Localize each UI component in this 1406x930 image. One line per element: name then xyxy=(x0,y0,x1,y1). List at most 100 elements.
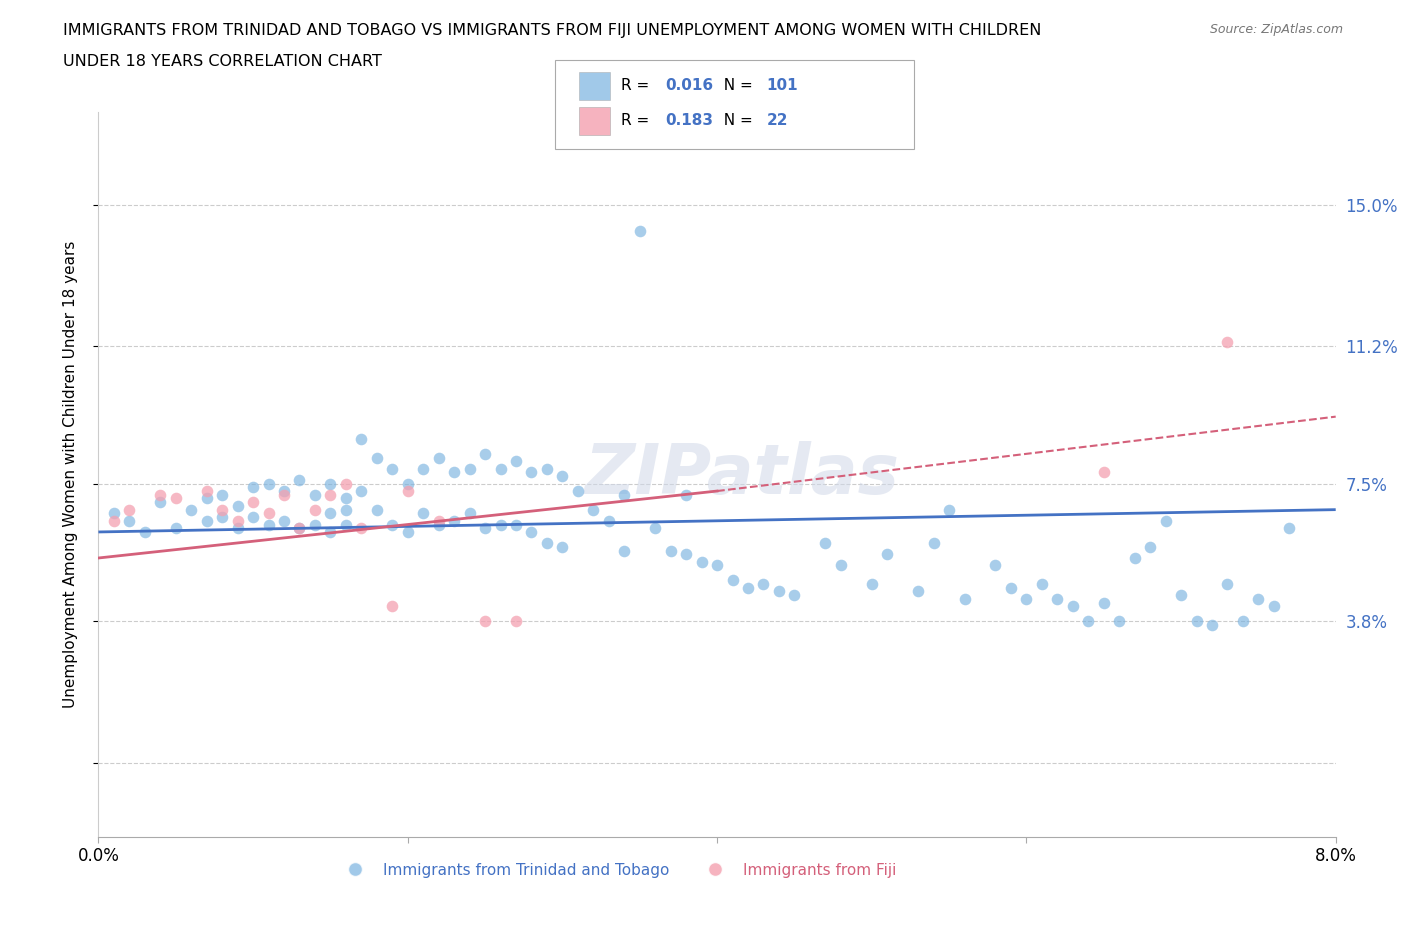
Point xyxy=(350,521,373,536)
Point xyxy=(907,584,929,599)
Text: 0.183: 0.183 xyxy=(665,113,713,128)
Point xyxy=(567,484,589,498)
Point xyxy=(520,465,543,480)
Point xyxy=(366,502,388,517)
Point xyxy=(938,502,960,517)
Point xyxy=(195,491,218,506)
Point xyxy=(412,461,434,476)
Point xyxy=(396,525,419,539)
Point xyxy=(598,513,620,528)
Point xyxy=(505,614,527,629)
Text: Source: ZipAtlas.com: Source: ZipAtlas.com xyxy=(1209,23,1343,36)
Point xyxy=(613,487,636,502)
Point xyxy=(149,495,172,510)
Point xyxy=(381,599,404,614)
Point xyxy=(1108,614,1130,629)
Point xyxy=(953,591,976,606)
Text: N =: N = xyxy=(714,78,758,93)
Point xyxy=(381,461,404,476)
Point xyxy=(273,487,295,502)
Point xyxy=(659,543,682,558)
Point xyxy=(443,513,465,528)
Text: N =: N = xyxy=(714,113,758,128)
Point xyxy=(536,461,558,476)
Point xyxy=(1077,614,1099,629)
Point xyxy=(505,454,527,469)
Point xyxy=(675,487,697,502)
Point xyxy=(195,513,218,528)
Point xyxy=(443,465,465,480)
Point xyxy=(582,502,605,517)
Point xyxy=(118,513,141,528)
Point xyxy=(644,521,666,536)
Point xyxy=(520,525,543,539)
Point xyxy=(427,513,450,528)
Point xyxy=(628,223,651,238)
Point xyxy=(335,517,357,532)
Point xyxy=(922,536,945,551)
Legend: Immigrants from Trinidad and Tobago, Immigrants from Fiji: Immigrants from Trinidad and Tobago, Imm… xyxy=(335,857,903,884)
Text: 22: 22 xyxy=(766,113,787,128)
Point xyxy=(536,536,558,551)
Point xyxy=(1139,539,1161,554)
Point xyxy=(814,536,837,551)
Point xyxy=(335,491,357,506)
Point xyxy=(768,584,790,599)
Point xyxy=(211,502,233,517)
Point xyxy=(103,506,125,521)
Point xyxy=(427,450,450,465)
Point xyxy=(690,554,713,569)
Point xyxy=(1092,465,1115,480)
Point xyxy=(288,521,311,536)
Point xyxy=(1015,591,1038,606)
Point xyxy=(134,525,156,539)
Text: R =: R = xyxy=(621,113,655,128)
Point xyxy=(1216,577,1239,591)
Point xyxy=(706,558,728,573)
Point xyxy=(103,513,125,528)
Point xyxy=(1278,521,1301,536)
Point xyxy=(1201,618,1223,632)
Point xyxy=(319,506,342,521)
Point xyxy=(474,446,496,461)
Point xyxy=(830,558,852,573)
Point xyxy=(396,484,419,498)
Point xyxy=(458,506,481,521)
Point xyxy=(1247,591,1270,606)
Point xyxy=(1046,591,1069,606)
Point xyxy=(505,517,527,532)
Point xyxy=(350,484,373,498)
Point xyxy=(1232,614,1254,629)
Point xyxy=(381,517,404,532)
Point xyxy=(350,432,373,446)
Point xyxy=(304,517,326,532)
Point xyxy=(1154,513,1177,528)
Point xyxy=(226,498,249,513)
Point xyxy=(1216,335,1239,350)
Point xyxy=(226,521,249,536)
Text: 0.016: 0.016 xyxy=(665,78,713,93)
Point xyxy=(242,495,264,510)
Point xyxy=(752,577,775,591)
Point xyxy=(1062,599,1084,614)
Point xyxy=(675,547,697,562)
Point xyxy=(721,573,744,588)
Point xyxy=(1031,577,1053,591)
Point xyxy=(366,450,388,465)
Point xyxy=(489,461,512,476)
Point xyxy=(1263,599,1285,614)
Point xyxy=(489,517,512,532)
Point xyxy=(288,521,311,536)
Text: UNDER 18 YEARS CORRELATION CHART: UNDER 18 YEARS CORRELATION CHART xyxy=(63,54,382,69)
Text: R =: R = xyxy=(621,78,655,93)
Point xyxy=(211,487,233,502)
Point xyxy=(273,513,295,528)
Point xyxy=(319,525,342,539)
Point xyxy=(242,480,264,495)
Point xyxy=(1123,551,1146,565)
Point xyxy=(396,476,419,491)
Point xyxy=(257,517,280,532)
Point xyxy=(1185,614,1208,629)
Point xyxy=(613,543,636,558)
Point xyxy=(304,487,326,502)
